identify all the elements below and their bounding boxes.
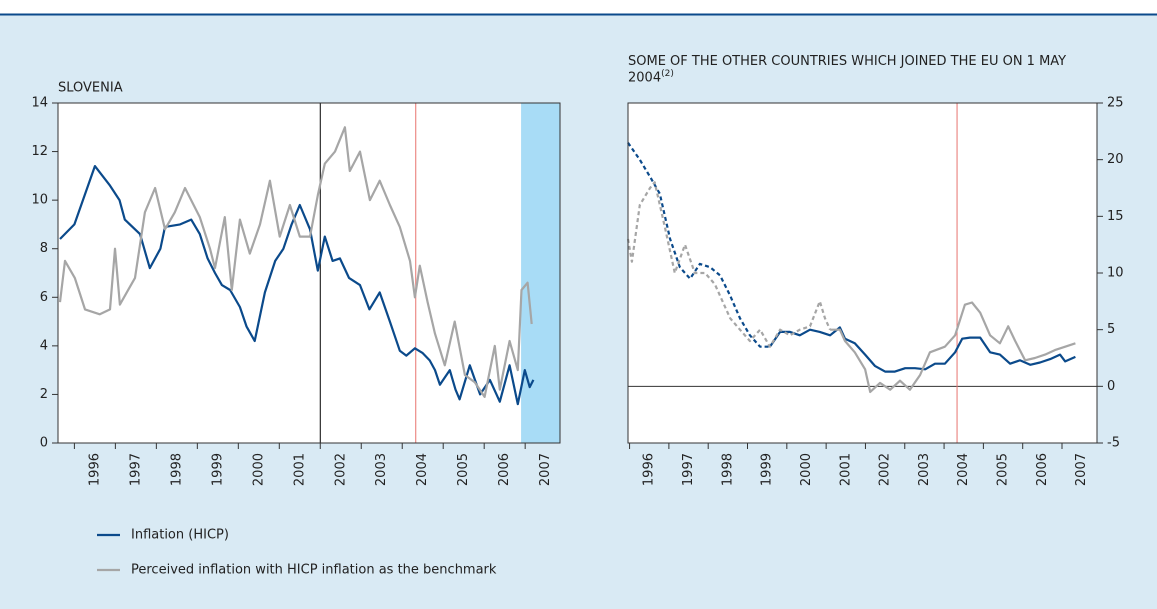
x-tick-label: 1999: [210, 453, 225, 486]
y-tick-label: 10: [31, 193, 48, 208]
x-tick-label: 2006: [497, 453, 512, 486]
x-tick-label: 1998: [720, 453, 735, 486]
chart-title: SLOVENIA: [58, 81, 123, 96]
series-line: [58, 126, 533, 398]
series-line: [626, 181, 832, 348]
series-line: [768, 326, 1076, 373]
x-tick-label: 2002: [878, 453, 893, 486]
x-tick-label: 2000: [251, 453, 266, 486]
x-tick-label: 2000: [799, 453, 814, 486]
top-band: [0, 0, 1157, 14]
x-tick-label: 2003: [374, 453, 389, 486]
y-tick-label: 10: [1107, 266, 1124, 281]
x-tick-label: 2007: [538, 453, 553, 486]
title-text: SOME OF THE OTHER COUNTRIES WHICH JOINED…: [628, 54, 1067, 86]
y-tick-label: 15: [1107, 209, 1124, 224]
y-tick-label: 14: [31, 96, 48, 111]
x-tick-label: 2001: [292, 453, 307, 486]
x-tick-label: 1996: [642, 453, 657, 486]
x-tick-label: 2001: [838, 453, 853, 486]
y-tick-label: 2: [40, 387, 48, 402]
x-tick-label: 1997: [681, 453, 696, 486]
x-tick-label: 2004: [956, 453, 971, 486]
y-tick-label: 12: [31, 144, 48, 159]
x-tick-label: 1996: [87, 453, 102, 486]
y-tick-label: 20: [1107, 152, 1124, 167]
x-tick-label: 1997: [128, 453, 143, 486]
legend-label: Inflation (HICP): [131, 528, 229, 543]
y-tick-label: 0: [40, 436, 48, 451]
y-tick-label: 4: [40, 338, 48, 353]
x-tick-label: 2005: [456, 453, 471, 486]
plot-frame: [57, 102, 561, 444]
y-tick-label: 25: [1107, 96, 1124, 111]
y-tick-label: 0: [1107, 379, 1115, 394]
title-note: (2): [661, 69, 674, 79]
shade: [521, 103, 560, 443]
chart-title: SOME OF THE OTHER COUNTRIES WHICH JOINED…: [628, 55, 1108, 84]
x-tick-label: 2006: [1035, 453, 1050, 486]
x-tick-label: 1998: [169, 453, 184, 486]
series-line: [830, 301, 1076, 394]
x-tick-label: 2005: [996, 453, 1011, 486]
x-tick-label: 2007: [1074, 453, 1089, 486]
y-tick-label: 8: [40, 241, 48, 256]
series-line: [59, 165, 535, 406]
plot-area: [628, 103, 1097, 443]
x-tick-label: 2003: [917, 453, 932, 486]
y-tick-label: 6: [40, 290, 48, 305]
legend-label: Perceived inflation with HICP inflation …: [131, 563, 497, 578]
x-tick-label: 1999: [760, 453, 775, 486]
x-tick-label: 2004: [415, 453, 430, 486]
x-tick-label: 2002: [333, 453, 348, 486]
y-tick-label: -5: [1107, 436, 1120, 451]
series-line: [627, 142, 770, 348]
y-tick-label: 5: [1107, 322, 1115, 337]
